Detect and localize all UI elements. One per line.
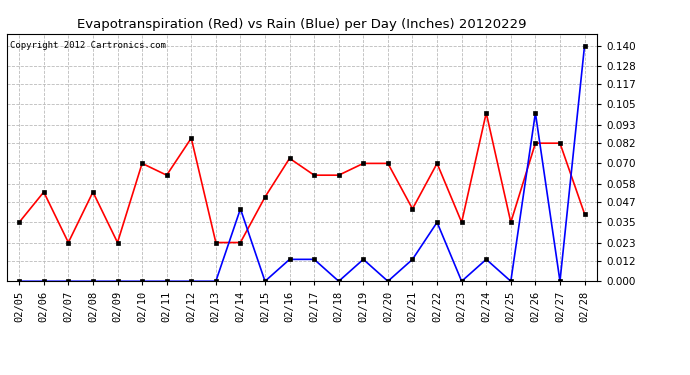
Text: Copyright 2012 Cartronics.com: Copyright 2012 Cartronics.com (10, 41, 166, 50)
Title: Evapotranspiration (Red) vs Rain (Blue) per Day (Inches) 20120229: Evapotranspiration (Red) vs Rain (Blue) … (77, 18, 526, 31)
